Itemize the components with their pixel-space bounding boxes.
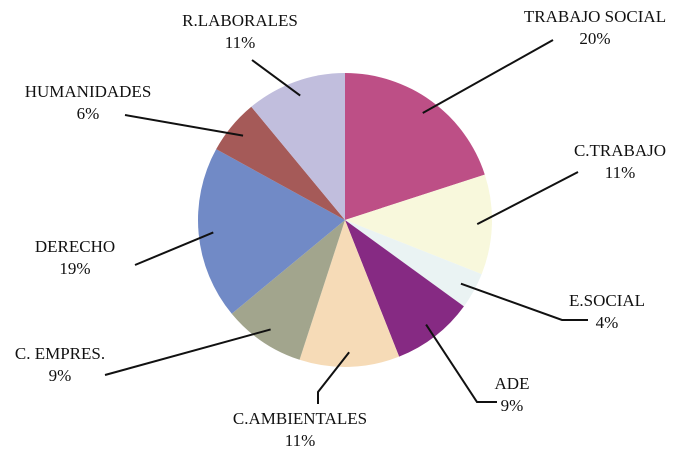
leader-line — [134, 231, 214, 266]
slice-percent: 4% — [596, 313, 619, 332]
pie-slice — [345, 220, 464, 357]
slice-percent: 11% — [285, 431, 316, 449]
pie-slice — [345, 220, 482, 307]
leader-line — [476, 171, 579, 226]
slice-percent: 19% — [59, 259, 90, 278]
slice-percent: 11% — [225, 33, 256, 52]
pie-slice — [198, 149, 345, 314]
pie-slice — [299, 220, 400, 367]
leader-line — [104, 328, 271, 376]
slice-percent: 11% — [605, 163, 636, 182]
pie-slice — [345, 73, 485, 220]
slice-label: ADE — [495, 374, 530, 393]
slice-percent: 9% — [501, 396, 524, 415]
leader-line — [317, 351, 350, 404]
slice-percent: 9% — [49, 366, 72, 385]
slice-percent: 6% — [77, 104, 100, 123]
pie-slice — [251, 73, 345, 220]
slice-label: C.TRABAJO — [574, 141, 666, 160]
slice-label: E.SOCIAL — [569, 291, 645, 310]
slice-percent: 20% — [579, 29, 610, 48]
pie-slice — [231, 220, 345, 360]
slice-label: HUMANIDADES — [25, 82, 152, 101]
pie-slice — [216, 106, 345, 220]
leader-line — [124, 114, 244, 137]
slice-label: DERECHO — [35, 237, 115, 256]
leader-line — [251, 59, 301, 97]
slice-label: R.LABORALES — [182, 11, 298, 30]
leader-line — [425, 323, 497, 403]
slice-label: C. EMPRES. — [15, 344, 105, 363]
leader-line — [422, 39, 554, 114]
slice-label: C.AMBIENTALES — [233, 409, 367, 428]
pie-slice — [345, 174, 492, 275]
leader-line — [460, 282, 588, 321]
slice-label: TRABAJO SOCIAL — [524, 7, 666, 26]
